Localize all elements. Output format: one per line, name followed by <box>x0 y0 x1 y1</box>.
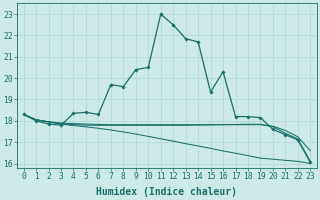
X-axis label: Humidex (Indice chaleur): Humidex (Indice chaleur) <box>96 186 237 197</box>
